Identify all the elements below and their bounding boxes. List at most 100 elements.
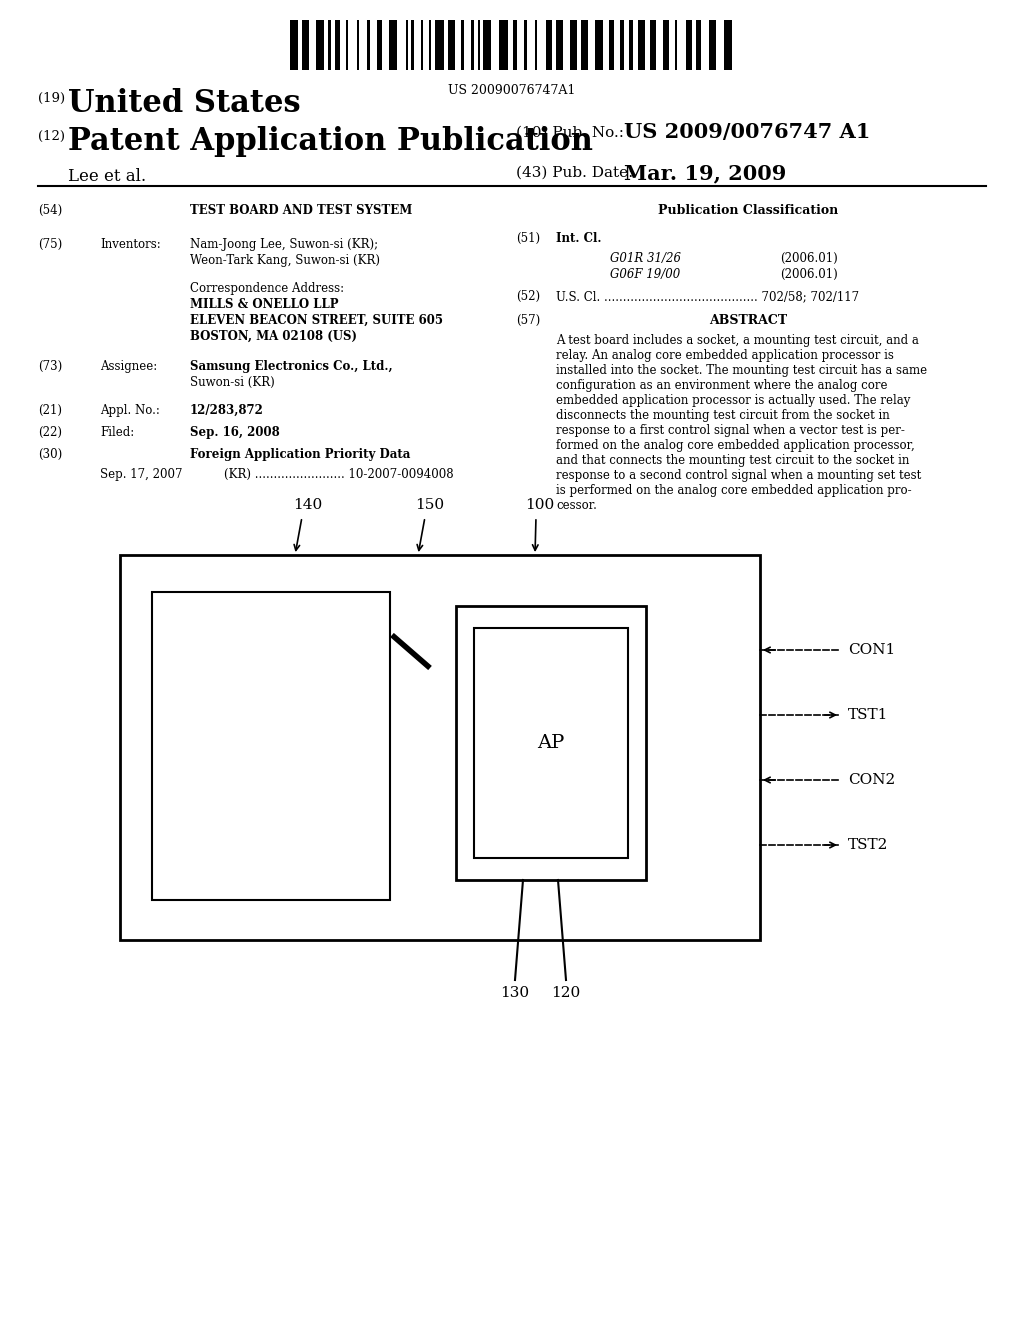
Text: (52): (52)	[516, 290, 540, 304]
Text: Inventors:: Inventors:	[100, 238, 161, 251]
Bar	[696, 20, 700, 70]
Text: Nam-Joong Lee, Suwon-si (KR);: Nam-Joong Lee, Suwon-si (KR);	[190, 238, 378, 251]
Text: installed into the socket. The mounting test circuit has a same: installed into the socket. The mounting …	[556, 364, 927, 378]
Bar	[629, 20, 633, 70]
Bar	[483, 20, 492, 70]
Text: 140: 140	[293, 498, 323, 512]
Text: US 2009/0076747 A1: US 2009/0076747 A1	[624, 121, 870, 143]
Text: Filed:: Filed:	[100, 426, 134, 440]
Text: 130: 130	[501, 986, 529, 1001]
Text: and that connects the mounting test circuit to the socket in: and that connects the mounting test circ…	[556, 454, 909, 467]
Text: Samsung Electronics Co., Ltd.,: Samsung Electronics Co., Ltd.,	[190, 360, 392, 374]
Bar	[709, 20, 716, 70]
Text: (43) Pub. Date:: (43) Pub. Date:	[516, 166, 634, 180]
Bar	[570, 20, 577, 70]
Text: Publication Classification: Publication Classification	[657, 205, 838, 216]
Text: Correspondence Address:: Correspondence Address:	[190, 282, 344, 294]
Bar	[389, 20, 397, 70]
Bar	[513, 20, 517, 70]
Bar	[328, 20, 331, 70]
Text: 120: 120	[551, 986, 581, 1001]
Bar	[471, 20, 473, 70]
Text: Sep. 17, 2007: Sep. 17, 2007	[100, 469, 182, 480]
Text: (75): (75)	[38, 238, 62, 251]
Bar	[609, 20, 613, 70]
Bar	[675, 20, 678, 70]
Text: (54): (54)	[38, 205, 62, 216]
Text: US 20090076747A1: US 20090076747A1	[449, 84, 575, 96]
Bar	[621, 20, 625, 70]
Bar	[524, 20, 526, 70]
Text: TST1: TST1	[848, 708, 889, 722]
Bar	[346, 20, 348, 70]
Text: G06F 19/00: G06F 19/00	[610, 268, 680, 281]
Text: TEST BOARD AND TEST SYSTEM: TEST BOARD AND TEST SYSTEM	[190, 205, 413, 216]
Text: (73): (73)	[38, 360, 62, 374]
Text: Weon-Tark Kang, Suwon-si (KR): Weon-Tark Kang, Suwon-si (KR)	[190, 253, 380, 267]
Text: United States: United States	[68, 88, 301, 119]
Bar	[120, 554, 760, 940]
Text: Assignee:: Assignee:	[100, 360, 158, 374]
Bar	[335, 20, 340, 70]
Bar	[302, 20, 309, 70]
Bar	[368, 20, 371, 70]
Text: (22): (22)	[38, 426, 62, 440]
Bar	[447, 20, 455, 70]
Text: configuration as an environment where the analog core: configuration as an environment where th…	[556, 379, 888, 392]
Text: response to a first control signal when a vector test is per-: response to a first control signal when …	[556, 424, 905, 437]
Bar	[638, 20, 645, 70]
Text: Foreign Application Priority Data: Foreign Application Priority Data	[190, 447, 411, 461]
Text: CON1: CON1	[848, 643, 895, 657]
Bar	[356, 20, 359, 70]
Text: MILLS & ONELLO LLP: MILLS & ONELLO LLP	[190, 298, 339, 312]
Text: (2006.01): (2006.01)	[780, 252, 838, 265]
Text: Lee et al.: Lee et al.	[68, 168, 146, 185]
Text: is performed on the analog core embedded application pro-: is performed on the analog core embedded…	[556, 484, 911, 498]
Bar	[435, 20, 443, 70]
Bar	[500, 20, 508, 70]
Bar	[474, 628, 628, 858]
Bar	[315, 20, 324, 70]
Text: ELEVEN BEACON STREET, SUITE 605: ELEVEN BEACON STREET, SUITE 605	[190, 314, 443, 327]
Text: BOSTON, MA 02108 (US): BOSTON, MA 02108 (US)	[190, 330, 357, 343]
Bar	[595, 20, 603, 70]
Text: (57): (57)	[516, 314, 541, 327]
Bar	[290, 20, 298, 70]
Text: (21): (21)	[38, 404, 62, 417]
Bar	[429, 20, 431, 70]
Text: Sep. 16, 2008: Sep. 16, 2008	[190, 426, 280, 440]
Text: AP: AP	[538, 734, 564, 752]
Text: (19): (19)	[38, 92, 66, 106]
Bar	[152, 591, 390, 900]
Text: G01R 31/26: G01R 31/26	[610, 252, 681, 265]
Text: (KR) ........................ 10-2007-0094008: (KR) ........................ 10-2007-00…	[224, 469, 454, 480]
Bar	[556, 20, 563, 70]
Bar	[546, 20, 552, 70]
Bar	[581, 20, 588, 70]
Bar	[461, 20, 464, 70]
Bar	[411, 20, 414, 70]
Bar	[686, 20, 692, 70]
Text: Patent Application Publication: Patent Application Publication	[68, 125, 593, 157]
Text: A test board includes a socket, a mounting test circuit, and a: A test board includes a socket, a mounti…	[556, 334, 919, 347]
Text: 100: 100	[525, 498, 555, 512]
Text: CON2: CON2	[848, 774, 895, 787]
Text: embedded application processor is actually used. The relay: embedded application processor is actual…	[556, 393, 910, 407]
Text: response to a second control signal when a mounting set test: response to a second control signal when…	[556, 469, 922, 482]
Text: (51): (51)	[516, 232, 540, 246]
Text: (10) Pub. No.:: (10) Pub. No.:	[516, 125, 624, 140]
Text: formed on the analog core embedded application processor,: formed on the analog core embedded appli…	[556, 440, 914, 451]
Text: (12): (12)	[38, 129, 65, 143]
Bar	[724, 20, 732, 70]
Text: cessor.: cessor.	[556, 499, 597, 512]
Text: Appl. No.:: Appl. No.:	[100, 404, 160, 417]
Text: ABSTRACT: ABSTRACT	[709, 314, 787, 327]
Text: (2006.01): (2006.01)	[780, 268, 838, 281]
Text: TST2: TST2	[848, 838, 889, 851]
Text: 150: 150	[416, 498, 444, 512]
Text: 12/283,872: 12/283,872	[190, 404, 264, 417]
Text: U.S. Cl. ......................................... 702/58; 702/117: U.S. Cl. ...............................…	[556, 290, 859, 304]
Bar	[663, 20, 670, 70]
Bar	[650, 20, 655, 70]
Bar	[456, 606, 646, 880]
